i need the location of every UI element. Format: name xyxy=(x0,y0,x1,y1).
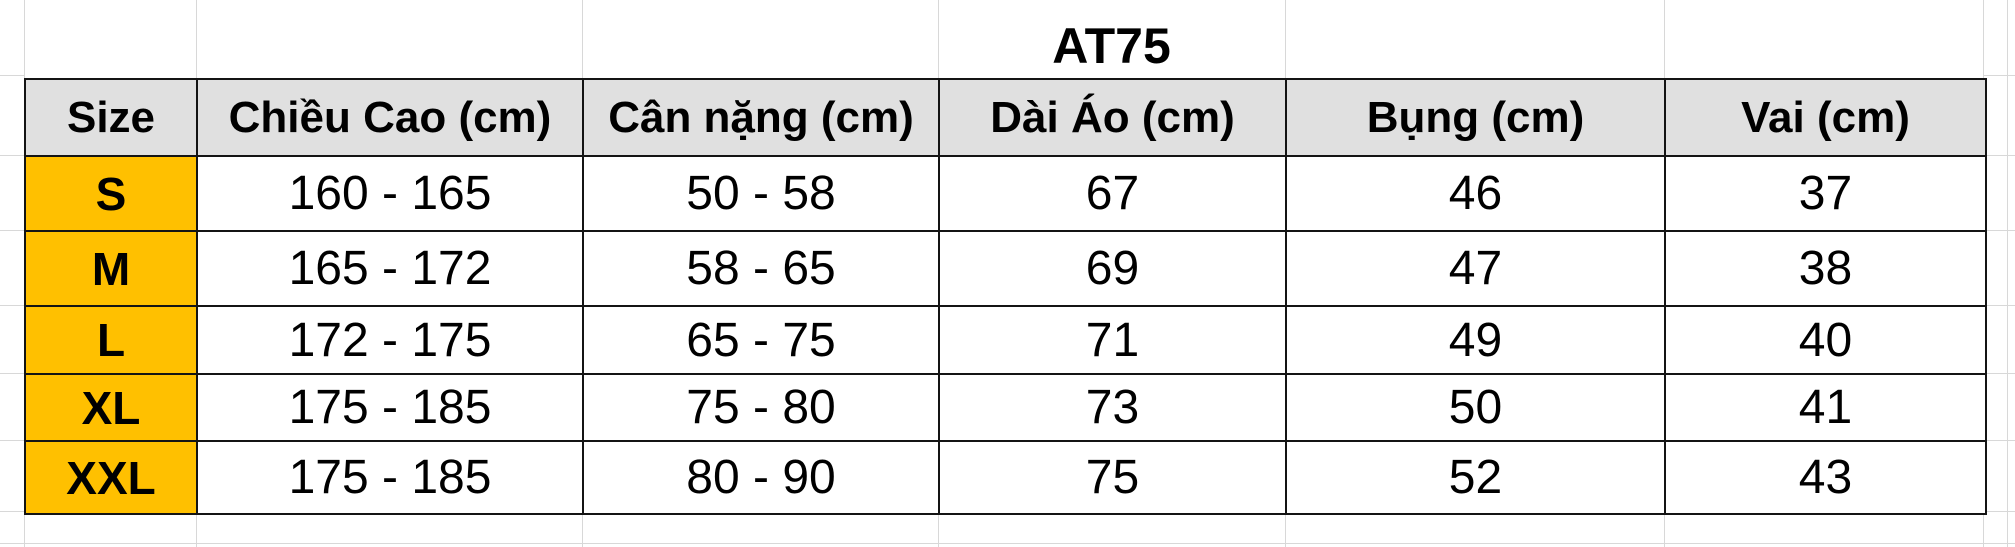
table-cell[interactable]: 52 xyxy=(1287,442,1666,513)
table-cell[interactable]: 46 xyxy=(1287,157,1666,232)
product-code-cell[interactable]: AT75 xyxy=(1052,18,1171,74)
size-table: Size Chiều Cao (cm) Cân nặng (cm) Dài Áo… xyxy=(24,78,1987,515)
column-header-dai-ao[interactable]: Dài Áo (cm) xyxy=(940,80,1287,157)
table-cell[interactable]: 40 xyxy=(1666,307,1985,375)
table-cell[interactable]: 75 - 80 xyxy=(584,375,940,442)
table-cell[interactable]: 175 - 185 xyxy=(198,442,584,513)
table-cell[interactable]: 175 - 185 xyxy=(198,375,584,442)
gridline xyxy=(2007,0,2008,547)
table-cell[interactable]: 73 xyxy=(940,375,1287,442)
column-header-chieu-cao[interactable]: Chiều Cao (cm) xyxy=(198,80,584,157)
gridline xyxy=(1983,75,2015,76)
column-header-bung[interactable]: Bụng (cm) xyxy=(1287,80,1666,157)
size-label-m[interactable]: M xyxy=(26,232,198,307)
table-cell[interactable]: 71 xyxy=(940,307,1287,375)
table-cell[interactable]: 69 xyxy=(940,232,1287,307)
column-header-vai[interactable]: Vai (cm) xyxy=(1666,80,1985,157)
gridline xyxy=(0,75,24,76)
table-cell[interactable]: 172 - 175 xyxy=(198,307,584,375)
table-cell[interactable]: 37 xyxy=(1666,157,1985,232)
column-header-size[interactable]: Size xyxy=(26,80,198,157)
table-cell[interactable]: 47 xyxy=(1287,232,1666,307)
table-cell[interactable]: 38 xyxy=(1666,232,1985,307)
size-label-s[interactable]: S xyxy=(26,157,198,232)
table-cell[interactable]: 49 xyxy=(1287,307,1666,375)
gridline xyxy=(0,543,2015,544)
table-cell[interactable]: 80 - 90 xyxy=(584,442,940,513)
table-cell[interactable]: 160 - 165 xyxy=(198,157,584,232)
table-cell[interactable]: 165 - 172 xyxy=(198,232,584,307)
table-cell[interactable]: 67 xyxy=(940,157,1287,232)
column-header-can-nang[interactable]: Cân nặng (cm) xyxy=(584,80,940,157)
table-cell[interactable]: 43 xyxy=(1666,442,1985,513)
table-cell[interactable]: 50 - 58 xyxy=(584,157,940,232)
table-cell[interactable]: 58 - 65 xyxy=(584,232,940,307)
table-cell[interactable]: 50 xyxy=(1287,375,1666,442)
table-cell[interactable]: 75 xyxy=(940,442,1287,513)
size-label-xxl[interactable]: XXL xyxy=(26,442,198,513)
table-cell[interactable]: 41 xyxy=(1666,375,1985,442)
size-label-l[interactable]: L xyxy=(26,307,198,375)
size-label-xl[interactable]: XL xyxy=(26,375,198,442)
table-cell[interactable]: 65 - 75 xyxy=(584,307,940,375)
